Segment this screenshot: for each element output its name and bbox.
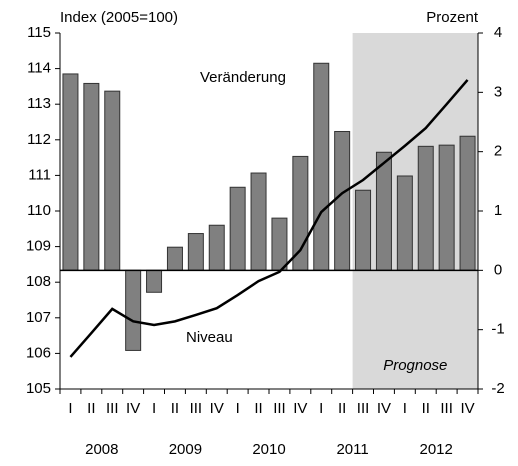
y-axis-label: Index (2005=100) xyxy=(60,9,178,26)
x-tick-label: II xyxy=(338,400,346,417)
year-label: 2011 xyxy=(336,441,368,458)
year-label: 2008 xyxy=(85,441,118,458)
y2-tick-label: 3 xyxy=(494,83,502,100)
bar xyxy=(459,135,476,271)
bar xyxy=(250,172,267,271)
y-tick-label: 106 xyxy=(26,344,51,361)
bar xyxy=(83,82,100,271)
y2-tick-label: 4 xyxy=(494,24,502,41)
bar xyxy=(313,62,330,271)
y2-tick-label: 0 xyxy=(494,261,502,278)
bar xyxy=(166,246,183,271)
forecast-region xyxy=(352,33,478,389)
forecast-label: Prognose xyxy=(383,357,447,374)
year-label: 2009 xyxy=(169,441,202,458)
bar xyxy=(104,90,121,271)
bar xyxy=(208,224,225,271)
y2-tick-label: 1 xyxy=(494,202,502,219)
bar xyxy=(334,130,351,271)
x-tick-label: III xyxy=(106,400,119,417)
x-tick-label: II xyxy=(171,400,179,417)
x-tick-label: IV xyxy=(293,400,307,417)
y2-tick-label: -2 xyxy=(491,380,504,397)
x-tick-label: II xyxy=(254,400,262,417)
line xyxy=(69,79,469,358)
bar xyxy=(271,217,288,271)
bar xyxy=(292,155,309,271)
x-tick-label: IV xyxy=(460,400,474,417)
legend-label: Veränderung xyxy=(200,69,286,86)
bar xyxy=(187,233,204,271)
x-tick-label: I xyxy=(68,400,72,417)
x-tick-label: I xyxy=(236,400,240,417)
x-tick-label: II xyxy=(87,400,95,417)
year-label: 2012 xyxy=(420,441,453,458)
bar xyxy=(229,186,246,271)
y2-axis-label: Prozent xyxy=(426,9,479,26)
x-tick-label: III xyxy=(440,400,453,417)
y-tick-label: 115 xyxy=(27,24,51,41)
y-tick-label: 112 xyxy=(27,131,51,148)
x-tick-label: I xyxy=(403,400,407,417)
x-tick-label: IV xyxy=(126,400,140,417)
legend-label: Niveau xyxy=(186,329,233,346)
x-tick-label: III xyxy=(273,400,286,417)
y-tick-label: 113 xyxy=(27,95,51,112)
bar xyxy=(62,73,79,271)
bar xyxy=(355,189,372,271)
y-tick-label: 105 xyxy=(26,380,51,397)
y-tick-label: 114 xyxy=(27,60,51,77)
bar xyxy=(375,151,392,271)
y-tick-label: 107 xyxy=(26,309,51,326)
y-tick-label: 109 xyxy=(26,238,51,255)
x-tick-label: IV xyxy=(210,400,224,417)
bar xyxy=(417,145,434,271)
x-tick-label: I xyxy=(152,400,156,417)
x-tick-label: III xyxy=(190,400,203,417)
x-tick-label: IV xyxy=(377,400,391,417)
bar xyxy=(438,144,455,271)
y-tick-label: 111 xyxy=(28,166,51,183)
x-tick-label: III xyxy=(357,400,370,417)
x-tick-label: I xyxy=(319,400,323,417)
bar xyxy=(396,175,413,271)
y-tick-label: 110 xyxy=(27,202,51,219)
x-tick-label: II xyxy=(422,400,430,417)
year-label: 2010 xyxy=(252,441,285,458)
y2-tick-label: -1 xyxy=(491,321,504,338)
y-tick-label: 108 xyxy=(26,273,51,290)
bar xyxy=(125,269,142,351)
bar xyxy=(146,269,163,293)
y2-tick-label: 2 xyxy=(494,143,502,160)
